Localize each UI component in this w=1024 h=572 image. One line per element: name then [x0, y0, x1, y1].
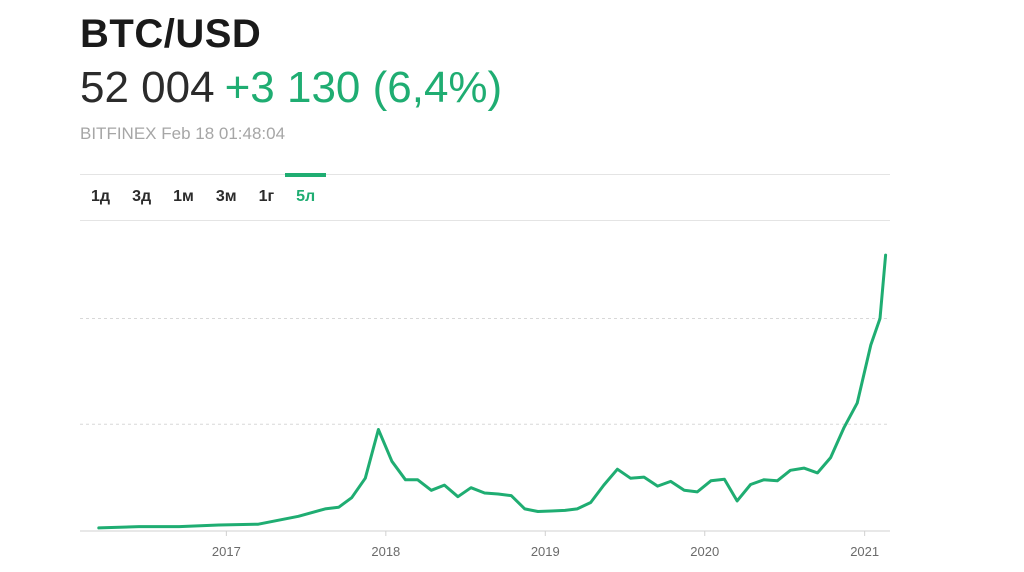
x-axis-ticks: 2017 2018 2019 2020 2021 — [212, 531, 879, 559]
tabs-bottom-divider — [80, 220, 890, 221]
tab-5y[interactable]: 5л — [285, 173, 327, 220]
price-series-line — [97, 253, 888, 530]
grid-lines — [80, 318, 890, 425]
tab-1m[interactable]: 1м — [173, 188, 194, 205]
tabs-top-divider — [80, 174, 890, 175]
x-tick-label: 2018 — [371, 544, 400, 559]
pair-title: BTC/USD — [80, 12, 262, 56]
x-tick-label: 2020 — [690, 544, 719, 559]
x-tick-label: 2021 — [850, 544, 879, 559]
current-price: 52 004 — [80, 63, 215, 112]
tab-3m[interactable]: 3м — [215, 188, 237, 205]
tab-1y[interactable]: 1г — [258, 188, 275, 205]
tab-3d[interactable]: 3д — [132, 188, 152, 205]
exchange-timestamp: BITFINEX Feb 18 01:48:04 — [80, 124, 286, 143]
range-tabs: 1д 3д 1м 3м 1г 5л — [80, 173, 327, 220]
price-row: 52 004 +3 130 (6,4%) — [80, 66, 502, 110]
x-tick-label: 2017 — [212, 544, 241, 559]
x-tick-label: 2019 — [531, 544, 560, 559]
tab-1d[interactable]: 1д — [91, 188, 111, 205]
price-change: +3 130 (6,4%) — [224, 63, 503, 112]
